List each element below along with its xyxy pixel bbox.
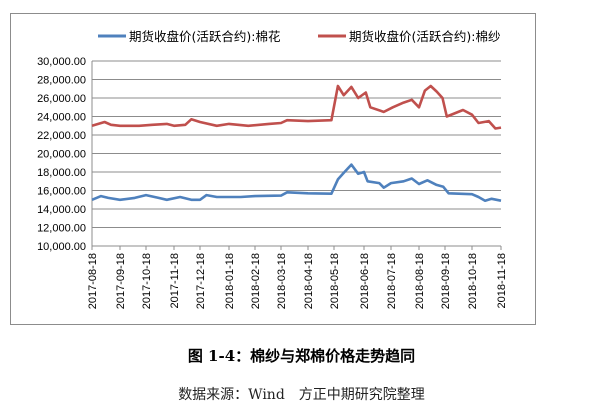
data-source: 数据来源：Wind 方正中期研究院整理	[178, 387, 425, 403]
y-tick-label: 14,000.00	[37, 204, 86, 216]
x-tick-label: 2018-06-18	[359, 253, 371, 309]
y-tick-label: 20,000.00	[37, 149, 86, 161]
y-tick-label: 10,000.00	[37, 241, 86, 253]
y-tick-label: 26,000.00	[37, 93, 86, 105]
x-tick-label: 2017-09-18	[115, 253, 127, 309]
x-tick-label: 2017-08-18	[87, 253, 99, 309]
x-tick-label: 2018-02-18	[250, 253, 262, 309]
x-tick-label: 2018-05-18	[329, 253, 341, 309]
line-chart: 10,000.00 12,000.00 14,000.00 16,000.00 18,0…	[37, 29, 508, 309]
y-tick-label: 30,000.00	[37, 56, 86, 68]
y-tick-label: 16,000.00	[37, 186, 86, 198]
x-tick-label: 2018-04-18	[303, 253, 315, 309]
series-line-0	[91, 163, 502, 202]
legend-label-1: 期货收盘价(活跃合约):棉纱	[349, 29, 500, 44]
x-tick-label: 2017-12-18	[195, 253, 207, 309]
y-tick-label: 12,000.00	[37, 223, 86, 235]
x-tick-label: 2017-10-18	[141, 253, 153, 309]
figure-title: 图 1-4：棉纱与郑棉价格走势趋同	[187, 347, 416, 365]
x-tick-label: 2018-03-18	[276, 253, 288, 309]
x-tick-label: 2018-07-18	[386, 253, 398, 309]
x-tick-label: 2017-11-18	[169, 253, 181, 308]
y-tick-label: 24,000.00	[37, 112, 86, 124]
x-tick-label: 2018-09-18	[440, 253, 452, 309]
legend-label-0: 期货收盘价(活跃合约):棉花	[129, 29, 280, 44]
y-tick-label: 28,000.00	[37, 75, 86, 87]
x-tick-label: 2018-08-18	[414, 253, 426, 309]
x-tick-label: 2018-11-18	[496, 253, 508, 308]
x-tick-label: 2018-10-18	[467, 253, 479, 309]
chart-frame	[10, 13, 536, 325]
series-line-1	[91, 84, 502, 130]
x-tick-label: 2018-01-18	[224, 253, 236, 309]
y-tick-label: 22,000.00	[37, 130, 86, 142]
y-tick-label: 18,000.00	[37, 167, 86, 179]
